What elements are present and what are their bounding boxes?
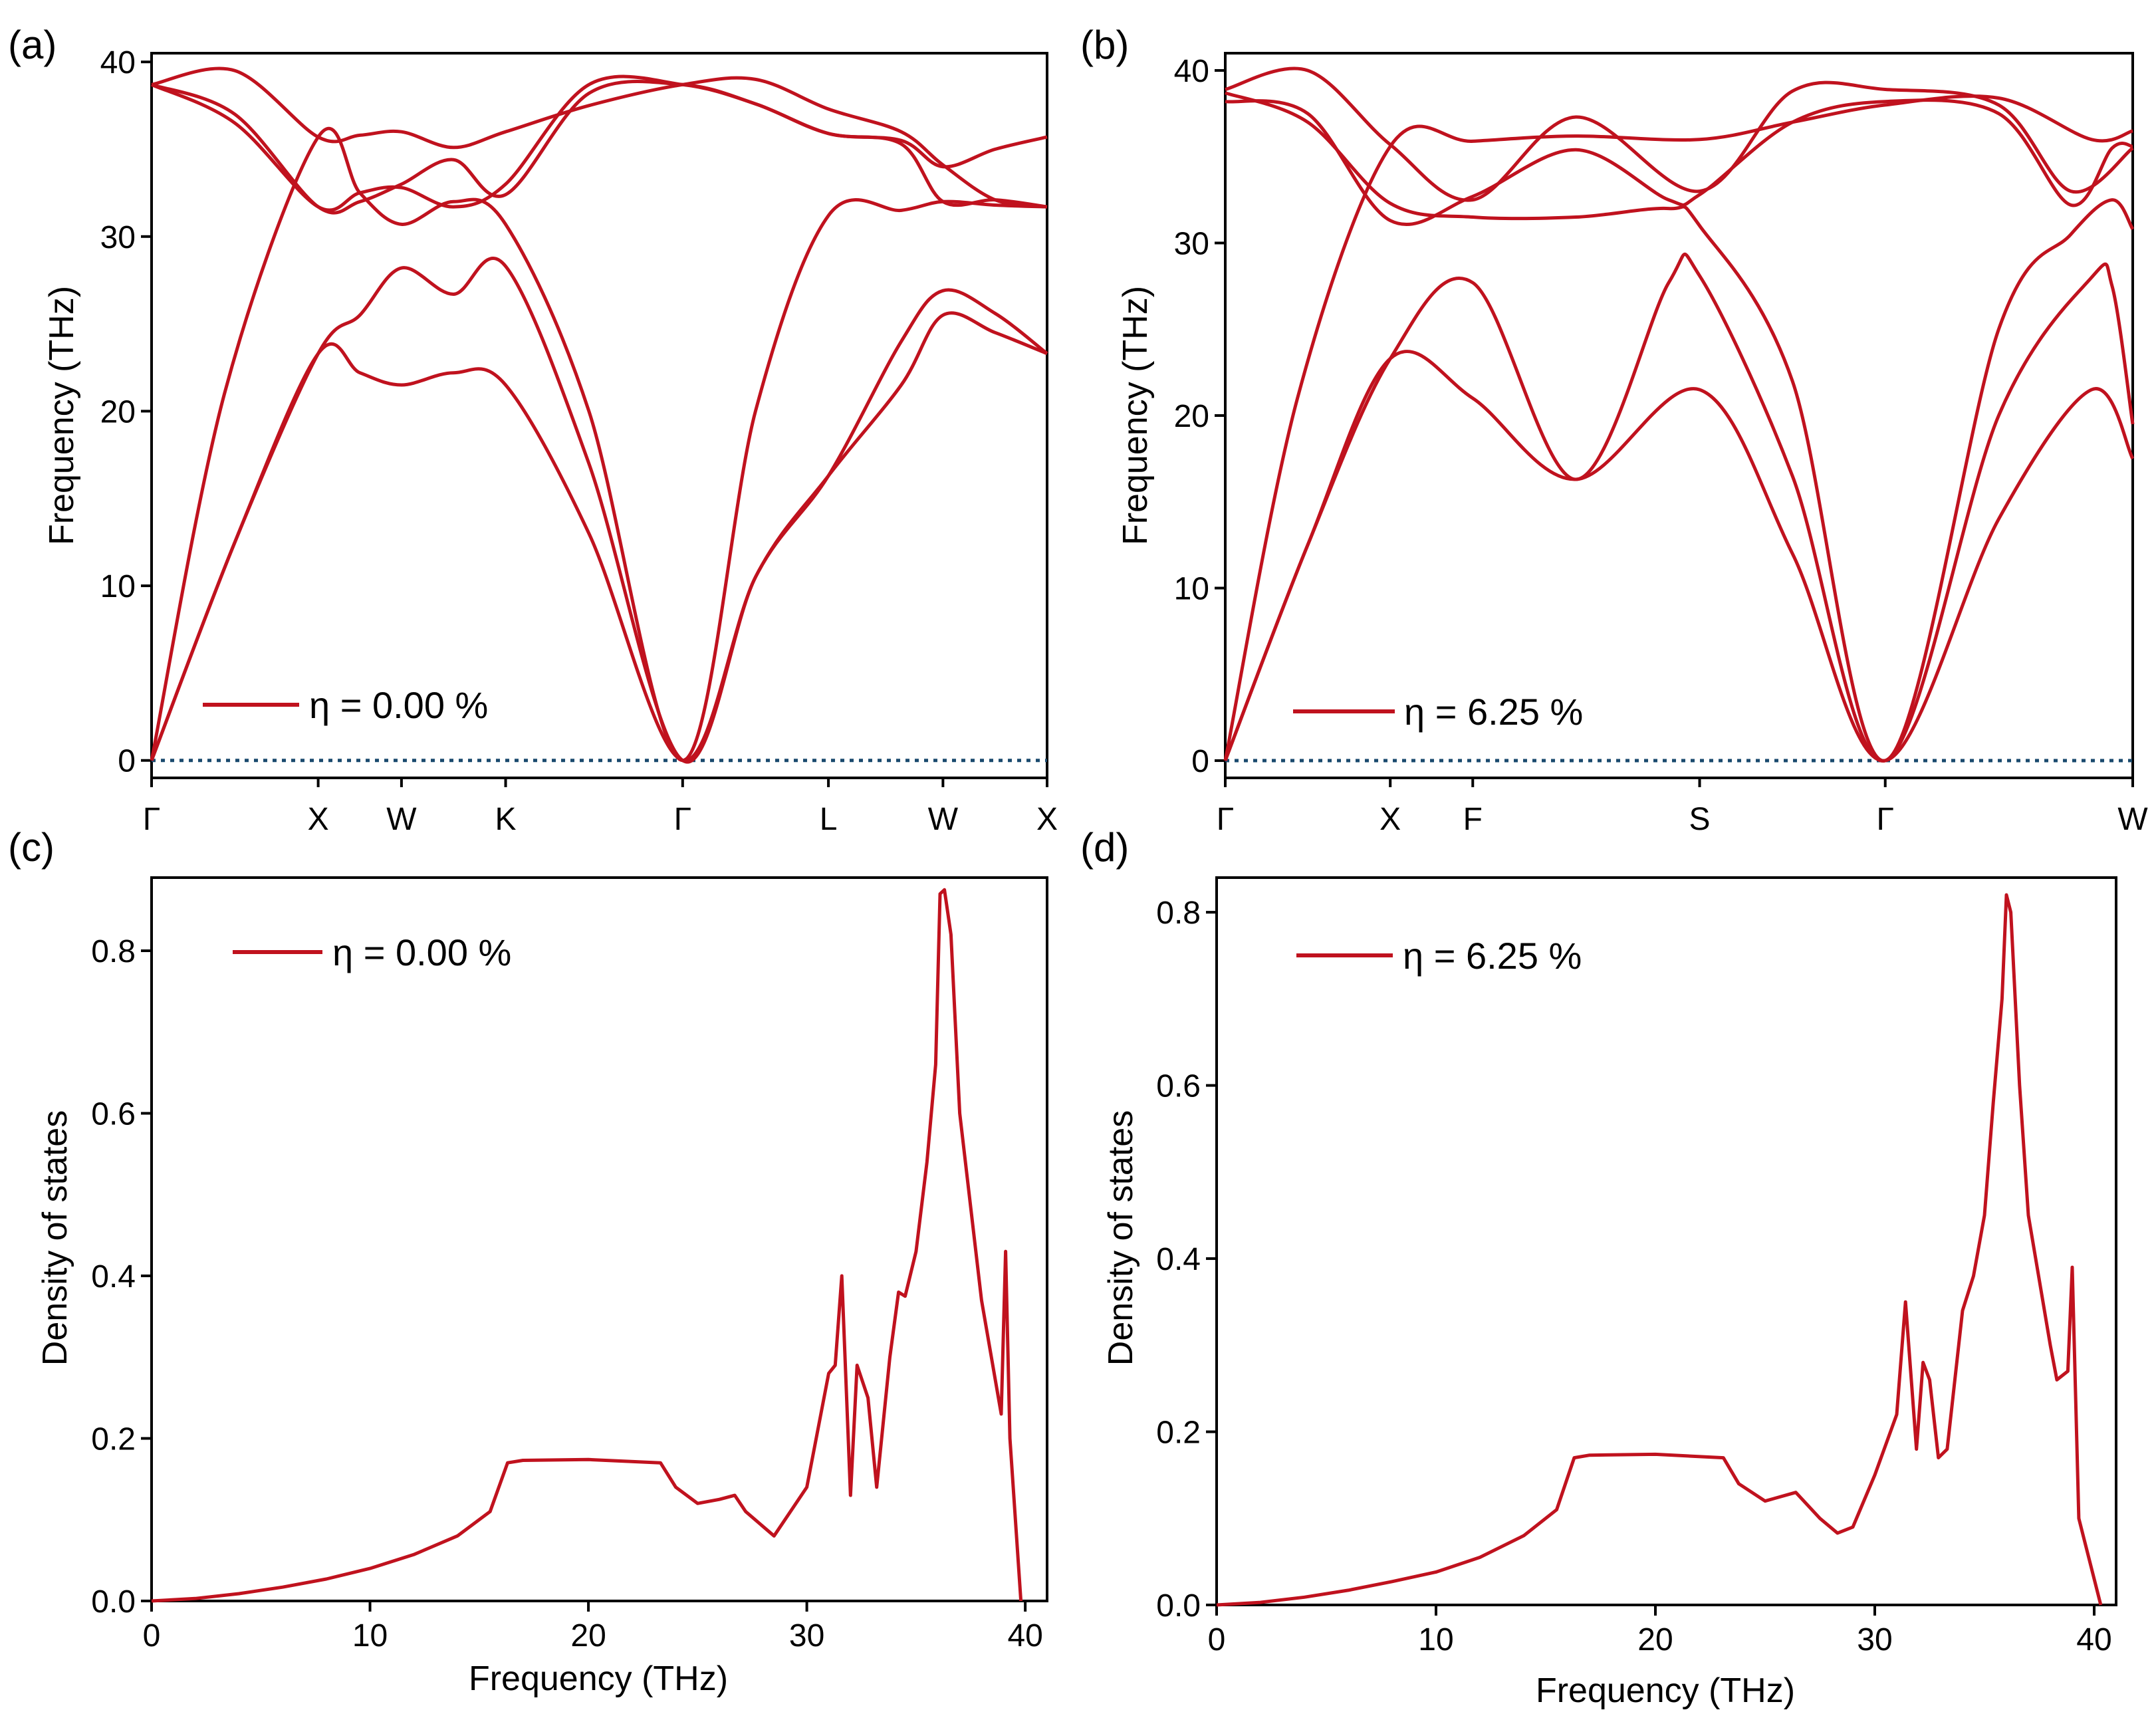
x-tick-label: F [1463,802,1483,837]
y-tick-label: 10 [1174,572,1209,607]
y-tick-label: 40 [100,45,136,80]
y-tick-label: 30 [100,220,136,255]
band-line-band3 [1223,94,2133,761]
y-tick-label: 0 [1191,744,1209,779]
band-line-band1 [1223,350,2135,763]
x-axis-label: Frequency (THz) [1536,1671,1795,1710]
plot-frame [150,52,1048,779]
y-axis-label: Frequency (THz) [1116,286,1155,545]
y-tick-label: 0.4 [1156,1242,1201,1277]
legend: η = 0.00 % [233,931,511,973]
x-tick-label: Γ [1877,802,1894,837]
y-axis-label: Density of states [1102,1110,1140,1366]
x-tick-label: X [308,802,329,837]
panel-label-a: (a) [8,23,57,67]
band-line-band6 [150,74,1048,212]
x-tick-label: Γ [674,802,691,837]
legend: η = 6.25 % [1293,691,1583,733]
dos-panel-d: Density of states Frequency (THz) 0.0 0.2… [1102,876,2117,1710]
x-tick-label: X [1379,802,1401,837]
x-tick-label: 10 [1418,1622,1453,1657]
x-tick-label: 10 [352,1618,388,1653]
y-tick-label: 0.6 [1156,1069,1201,1104]
band-line-band2 [1223,253,2135,763]
x-tick-label: W [386,802,417,837]
x-axis-label: Frequency (THz) [469,1659,728,1698]
band-structure-panel-b: Frequency (THz) 0 10 20 30 40 Γ X F S Γ W η = 6.25… [1116,52,2148,837]
x-tick-label: 0 [143,1618,161,1653]
y-tick-label: 0.2 [1156,1415,1201,1451]
y-axis-label: Density of states [36,1110,74,1366]
x-tick-label: 0 [1208,1622,1226,1657]
legend: η = 6.25 % [1296,935,1582,977]
band-structure-panel-a: Frequency (THz) 0 10 20 30 40 Γ X W K Γ L W X η = 0.… [43,45,1058,837]
y-tick-label: 20 [1174,399,1209,434]
y-tick-label: 10 [100,569,136,604]
y-tick-label: 0.8 [91,934,136,969]
band-line-band5 [1225,66,2134,202]
band-line-band2 [150,257,1048,764]
y-tick-label: 0.0 [91,1584,136,1620]
x-tick-label: Γ [143,802,160,837]
y-tick-label: 0.0 [1156,1588,1201,1624]
panel-label-c: (c) [8,825,55,870]
y-tick-label: 0.6 [91,1097,136,1132]
legend: η = 0.00 % [203,684,488,726]
panel-label-b: (b) [1080,23,1129,67]
y-tick-label: 30 [1174,226,1209,261]
band-line-band3 [150,126,1048,763]
x-tick-label: 40 [2076,1622,2111,1657]
legend-text: η = 6.25 % [1404,691,1583,733]
band-line-band4 [1225,98,2133,226]
y-tick-label: 40 [1174,54,1209,89]
x-tick-label: 30 [789,1618,824,1653]
plot-frame [150,876,1048,1602]
x-tick-label: S [1689,802,1711,837]
y-tick-label: 0.4 [91,1259,136,1294]
x-tick-label: W [928,802,959,837]
dos-panel-c: Density of states Frequency (THz) 0.0 0.2… [36,876,1048,1698]
x-tick-label: K [495,802,517,837]
dos-line [151,888,1023,1603]
y-tick-label: 0.2 [91,1422,136,1457]
x-tick-label: W [2117,802,2148,837]
x-tick-label: 30 [1857,1622,1892,1657]
x-tick-label: X [1036,802,1058,837]
x-tick-label: Γ [1217,802,1234,837]
y-tick-label: 0.8 [1156,896,1201,931]
y-axis-label: Frequency (THz) [43,286,81,545]
x-tick-label: L [820,802,838,837]
x-tick-label: 20 [570,1618,606,1653]
legend-text: η = 0.00 % [332,931,511,973]
band-line-band5 [151,66,1048,209]
legend-text: η = 6.25 % [1403,935,1582,977]
plot-frame [1215,876,2117,1606]
y-tick-label: 20 [100,394,136,429]
x-tick-label: 20 [1637,1622,1673,1657]
x-tick-label: 40 [1007,1618,1042,1653]
dos-line [1216,893,2103,1607]
legend-text: η = 0.00 % [309,684,488,726]
y-tick-label: 0 [118,744,136,779]
panel-label-d: (d) [1080,825,1129,870]
band-line-band6 [1225,91,2135,763]
